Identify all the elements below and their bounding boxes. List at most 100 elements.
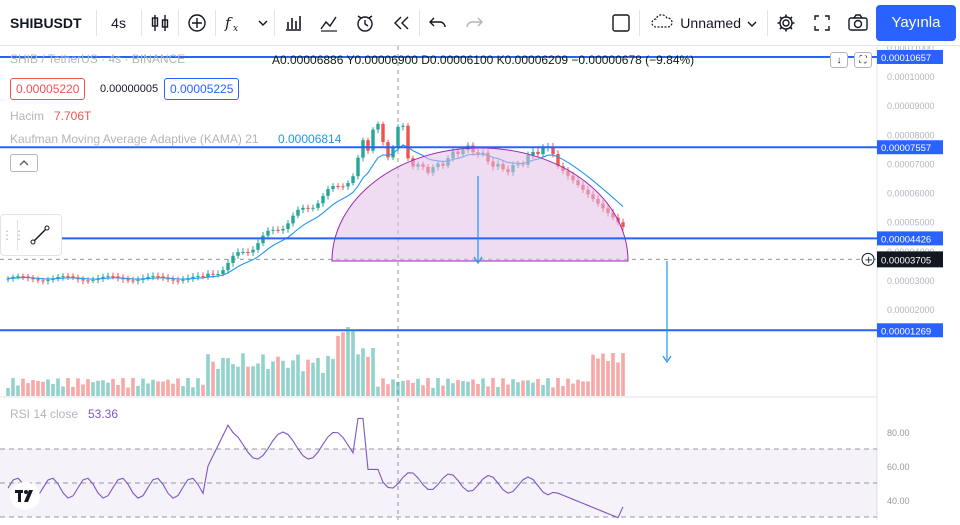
scroll-to-bottom-icon[interactable]: ↓ [830,52,848,68]
chevron-down-icon[interactable] [252,0,274,46]
price-tick-label: 0.00006000 [887,189,935,199]
price-level-label-bg [877,231,943,246]
undo-icon[interactable] [420,0,456,46]
candles-icon[interactable] [142,0,178,46]
symbol-legend[interactable]: SHIB / TetherUS · 4s · BINANCE [10,52,186,66]
volume-legend-label[interactable]: Hacim [10,109,45,123]
candle-body [391,147,395,158]
drag-handle-icon[interactable]: ⋮⋮ [1,228,25,242]
symbol-search-button[interactable]: SHIBUSDT [10,14,82,31]
candle-body [191,276,195,279]
volume-bar [166,379,170,396]
candle-body [216,273,220,275]
candle-body [241,251,245,253]
volume-bar [296,354,300,396]
volume-bar [176,378,180,396]
candle-body [126,279,130,281]
candle-body [281,228,285,231]
candle-body [131,280,135,282]
volume-bar [521,380,525,396]
volume-bar [611,353,615,396]
candle-body [311,207,315,209]
volume-bar [561,385,565,396]
svg-text:x: x [233,24,238,33]
layout-icon[interactable] [603,0,639,46]
legend-collapse-button[interactable] [10,154,38,172]
volume-bar [311,362,315,396]
volume-bar [221,357,225,396]
volume-bar [596,358,600,396]
volume-bar [406,380,410,396]
kama-legend-label[interactable]: Kaufman Moving Average Adaptive (KAMA) 2… [10,132,259,146]
drawing-toolbar-float[interactable]: ⋮⋮ [0,214,62,256]
volume-bar [41,381,45,396]
chart-area[interactable]: 0.00011000 0.00010000 0.00009000 0.00008000… [0,43,960,520]
candle-body [341,186,345,188]
crosshair-price-label: 0.00003705 [881,255,931,266]
screenshot-icon[interactable] [840,0,876,46]
candle-body [221,270,225,274]
price-tick-label: 0.00011000 [887,46,934,53]
alert-icon[interactable] [347,0,383,46]
volume-bar [96,380,100,396]
volume-bar [71,386,75,396]
fullscreen-icon[interactable] [804,0,840,46]
replay-icon[interactable] [383,0,419,46]
rsi-tick-label: 80.00 [887,428,910,438]
price-level-label: 0.00004426 [881,234,931,245]
price-level-label: 0.00007557 [881,143,931,154]
candle-body [236,252,240,256]
volume-bar [606,360,610,396]
candle-body [81,279,85,281]
volume-bar [376,386,380,396]
candle-body [116,276,120,278]
volume-bar [341,332,345,396]
volume-bar [616,362,620,396]
candle-body [361,140,365,158]
interval-button[interactable]: 4s [111,14,126,31]
chart-canvas[interactable]: 0.00011000 0.00010000 0.00009000 0.00008000… [0,43,960,520]
candle-body [621,222,625,227]
buy-price-box[interactable]: 0.00005225 [164,78,240,100]
plus-icon: + [865,255,873,266]
rsi-legend-label[interactable]: RSI 14 close [10,407,79,421]
add-alert-icon[interactable] [861,252,875,266]
candle-body [61,276,65,278]
candle-body [46,279,50,281]
bar-chart-icon[interactable] [275,0,311,46]
volume-bar [336,335,340,396]
volume-bar [391,379,395,396]
volume-bar [56,378,60,396]
layout-name-button[interactable]: Unnamed [640,0,767,46]
volume-bar [196,378,200,396]
redo-icon[interactable] [456,0,492,46]
candle-body [401,125,405,127]
add-compare-icon[interactable] [179,0,215,46]
volume-bar [191,387,195,396]
templates-icon[interactable] [311,0,347,46]
volume-bar [161,381,165,396]
volume-bar [546,378,550,396]
candle-body [111,276,115,278]
volume-bar [61,386,65,396]
kama-legend-value: 0.00006814 [278,132,342,146]
candle-body [206,273,210,277]
candle-body [266,230,270,236]
sell-price-box[interactable]: 0.00005220 [10,78,86,100]
volume-bar [396,381,400,396]
trend-line-icon[interactable] [18,223,61,247]
candle-body [151,276,155,278]
maximize-pane-icon[interactable]: ⛶ [854,52,872,68]
price-axis[interactable] [877,46,960,520]
tradingview-logo[interactable] [10,482,40,510]
volume-bar [441,385,445,396]
settings-icon[interactable] [768,0,804,46]
candle-body [66,276,70,278]
publish-button[interactable]: Yayınla [876,4,956,41]
crosshair-price-bg [877,251,943,268]
arc-pattern[interactable] [331,147,629,262]
volume-bar [576,379,580,396]
price-level-label: 0.00010657 [881,53,931,64]
